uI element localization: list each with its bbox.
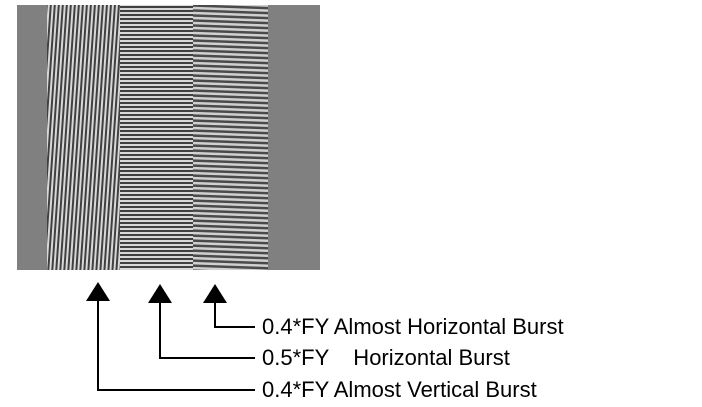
arrows [86,282,255,390]
vertical-burst [47,5,120,270]
annotation-label: 0.4*FY Almost Horizontal Burst [262,314,564,339]
burst-image [17,5,320,270]
annotation-label: 0.4*FY Almost Vertical Burst [262,377,537,402]
horizontal-burst [120,5,193,270]
test-pattern-diagram: 0.4*FY Almost Horizontal Burst 0.5*FY Ho… [0,0,702,407]
arrow-line [160,300,255,358]
almost-horizontal-burst [193,5,268,270]
annotation-label: 0.5*FY Horizontal Burst [262,345,510,370]
arrow-line [98,298,255,390]
arrow-line [215,300,255,327]
